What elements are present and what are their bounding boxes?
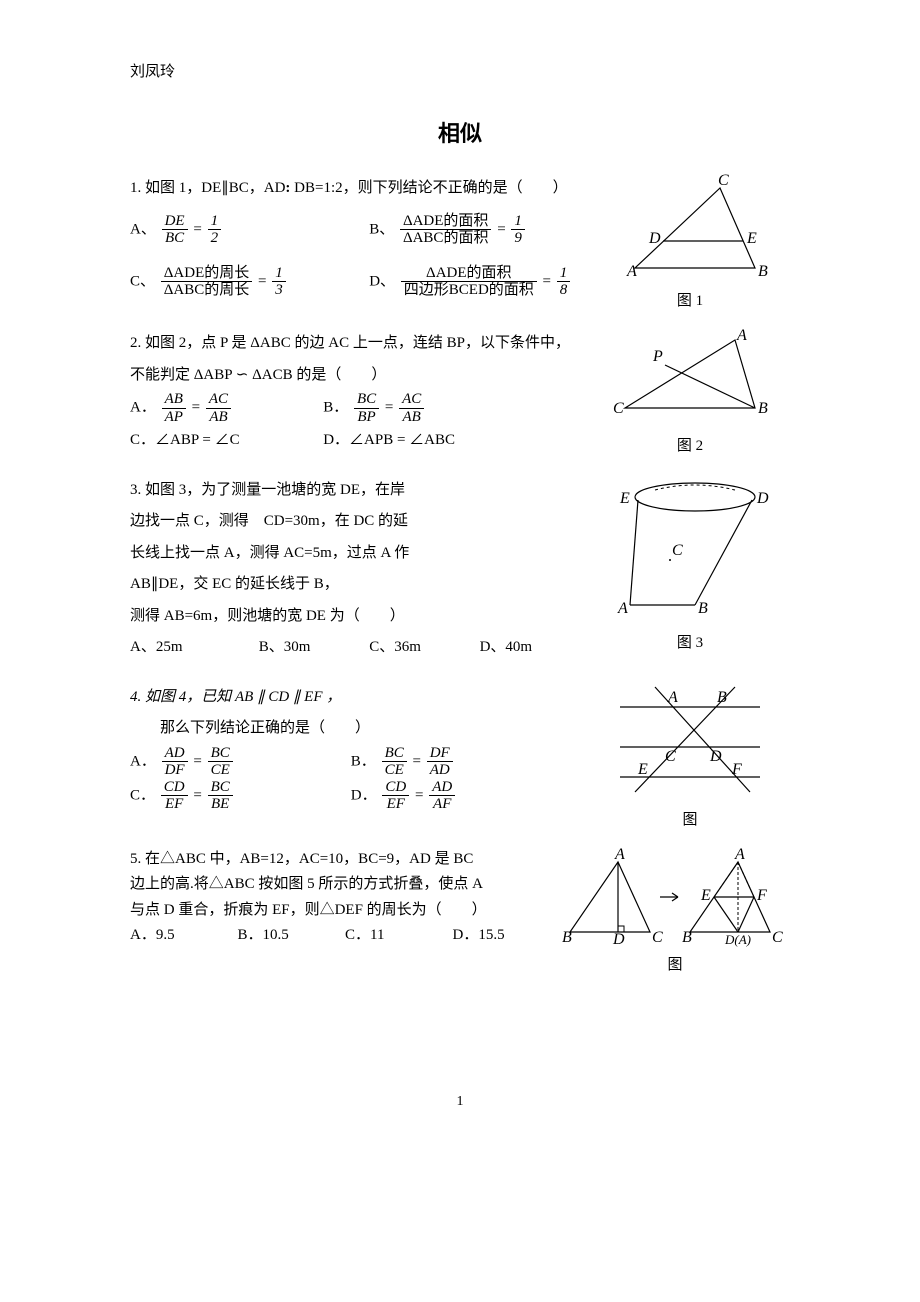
svg-text:B: B [698, 600, 708, 617]
q5-opt-c: C．11 [345, 923, 453, 949]
svg-text:A: A [736, 328, 747, 344]
q1-opt-b: B、 ΔADE的面积ΔABC的面积 = 19 [369, 213, 590, 247]
q3-line1: 3. 如图 3，为了测量一池塘的宽 DE，在岸 [130, 475, 590, 507]
q4-line2: 那么下列结论正确的是（ ） [130, 713, 590, 745]
q4-opt-b: B． BCCE = DFAD [351, 745, 590, 779]
q5-opt-d: D．15.5 [453, 923, 561, 949]
question-4: 4. 如图 4，已知 AB ∥ CD ∥ EF ， 那么下列结论正确的是（ ） … [130, 682, 790, 829]
svg-text:A: A [614, 847, 625, 863]
question-5: 5. 在△ABC 中，AB=12，AC=10，BC=9，AD 是 BC 边上的高… [130, 847, 790, 974]
q5-opt-a: A．9.5 [130, 923, 238, 949]
question-3: 3. 如图 3，为了测量一池塘的宽 DE，在岸 边找一点 C，测得 CD=30m… [130, 475, 790, 664]
svg-text:B: B [562, 929, 572, 946]
svg-text:C: C [718, 173, 729, 189]
figure-2-caption: 图 2 [590, 434, 790, 455]
svg-text:C: C [665, 748, 676, 765]
svg-text:C: C [652, 929, 663, 946]
figure-3: E D C A B [600, 475, 780, 625]
q5-line1: 5. 在△ABC 中，AB=12，AC=10，BC=9，AD 是 BC [130, 847, 560, 873]
q2-line2: 不能判定 ΔABP ∽ ΔACB 的是（ ） [130, 360, 590, 392]
q2-opt-b: B． BCBP = ACAB [323, 391, 590, 425]
q3-opt-b: B、30m [259, 632, 369, 664]
svg-text:A: A [617, 600, 628, 617]
svg-text:B: B [758, 400, 768, 417]
q1-stem: 1. 如图 1，DE∥BC，AD: DB=1:2，则下列结论不正确的是（ ） [130, 173, 590, 205]
svg-text:E: E [746, 230, 757, 247]
author-name: 刘凤玲 [130, 60, 790, 81]
svg-text:F: F [756, 887, 767, 904]
q3-opt-c: C、36m [369, 632, 479, 664]
svg-text:E: E [700, 887, 711, 904]
figure-1: A B C D E [605, 173, 775, 283]
svg-text:A: A [626, 263, 637, 280]
svg-text:E: E [619, 490, 630, 507]
svg-text:D: D [612, 931, 625, 947]
q3-line4: AB∥DE，交 EC 的延长线于 B， [130, 569, 590, 601]
q1-opt-d: D、 ΔADE的面积四边形BCED的面积 = 18 [369, 265, 590, 299]
q5-line3: 与点 D 重合，折痕为 EF，则△DEF 的周长为（ ） [130, 898, 560, 924]
svg-text:F: F [731, 761, 742, 778]
svg-text:C: C [772, 929, 783, 946]
svg-text:C: C [613, 400, 624, 417]
svg-text:B: B [682, 929, 692, 946]
svg-text:D(A): D(A) [724, 932, 751, 947]
figure-4-caption: 图 [590, 808, 790, 829]
q3-opt-d: D、40m [480, 632, 590, 664]
figure-5-caption: 图 [560, 953, 790, 974]
q2-line1: 2. 如图 2，点 P 是 ΔABC 的边 AC 上一点，连结 BP，以下条件中… [130, 328, 590, 360]
q4-line1: 4. 如图 4，已知 AB ∥ CD ∥ EF ， [130, 682, 590, 714]
question-1: 1. 如图 1，DE∥BC，AD: DB=1:2，则下列结论不正确的是（ ） A… [130, 173, 790, 310]
svg-text:E: E [637, 761, 648, 778]
q2-opt-a: A． ABAP = ACAB [130, 391, 323, 425]
svg-text:A: A [734, 847, 745, 863]
figure-5: A B C D A B C E F D(A) [560, 847, 790, 947]
figure-4: A B C D E F [600, 682, 780, 802]
svg-text:D: D [709, 748, 722, 765]
q3-line3: 长线上找一点 A，测得 AC=5m，过点 A 作 [130, 538, 590, 570]
q5-opt-b: B．10.5 [238, 923, 346, 949]
q3-line2: 边找一点 C，测得 CD=30m，在 DC 的延 [130, 506, 590, 538]
q1-opt-c: C、 ΔADE的周长ΔABC的周长 = 13 [130, 265, 369, 299]
figure-3-caption: 图 3 [590, 631, 790, 652]
q3-line5: 测得 AB=6m，则池塘的宽 DE 为（ ） [130, 601, 590, 633]
svg-text:D: D [756, 490, 769, 507]
q4-opt-d: D． CDEF = ADAF [351, 779, 590, 813]
q1-opt-a: A、 DEBC = 12 [130, 213, 369, 247]
svg-text:B: B [717, 689, 727, 706]
q4-opt-c: C． CDEF = BCBE [130, 779, 351, 813]
svg-text:P: P [652, 348, 663, 365]
svg-text:B: B [758, 263, 768, 280]
q2-opt-d: D．∠APB = ∠ABC [323, 425, 590, 457]
q4-opt-a: A． ADDF = BCCE [130, 745, 351, 779]
svg-text:D: D [648, 230, 661, 247]
figure-2: C B A P [605, 328, 775, 428]
svg-text:C: C [672, 542, 683, 559]
figure-1-caption: 图 1 [590, 289, 790, 310]
question-2: 2. 如图 2，点 P 是 ΔABC 的边 AC 上一点，连结 BP，以下条件中… [130, 328, 790, 457]
q2-opt-c: C．∠ABP = ∠C [130, 425, 323, 457]
svg-text:A: A [667, 689, 678, 706]
page-number: 1 [130, 1094, 790, 1110]
q5-line2: 边上的高.将△ABC 按如图 5 所示的方式折叠，使点 A [130, 872, 560, 898]
q3-opt-a: A、25m [130, 632, 259, 664]
page-title: 相似 [130, 116, 790, 148]
